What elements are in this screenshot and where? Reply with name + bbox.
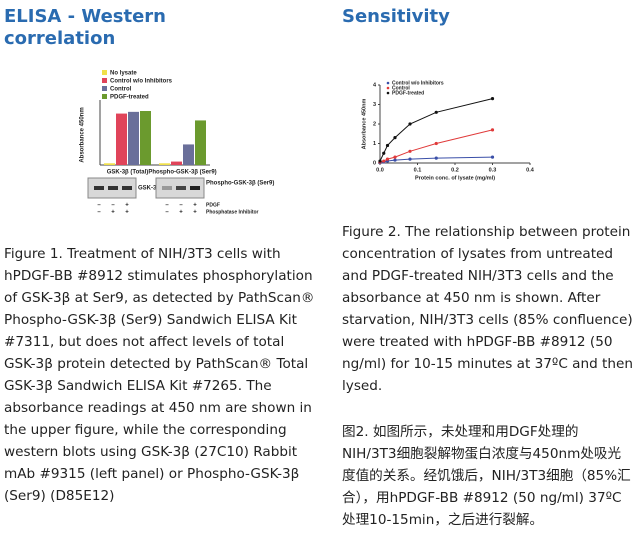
blot-sign: + xyxy=(179,210,183,216)
blot-row-label: Phosphatase Inhibitor xyxy=(206,209,259,215)
x-tick-label: 0.3 xyxy=(489,167,497,173)
blot-sign: + xyxy=(125,210,129,216)
bar xyxy=(140,111,151,165)
point xyxy=(393,155,397,159)
band xyxy=(122,186,132,190)
blot-sign: – xyxy=(179,203,183,209)
y-tick-label: 2 xyxy=(373,121,376,127)
point xyxy=(393,136,397,140)
band xyxy=(190,186,200,190)
legend-swatch xyxy=(102,94,107,99)
bar xyxy=(116,113,127,165)
point xyxy=(490,155,495,159)
blot-sign: – xyxy=(165,203,169,209)
band xyxy=(176,186,186,190)
band xyxy=(108,186,118,190)
point xyxy=(382,151,386,155)
point xyxy=(408,122,412,126)
blot-sign: + xyxy=(125,203,129,209)
sensitivity-chart: 0.0 0.1 0.2 0.3 0.4 0 1 2 3 4 Protein conc. of lys… xyxy=(361,80,535,181)
legend-marker xyxy=(386,81,390,85)
blot-sign: + xyxy=(193,203,197,209)
bar xyxy=(104,163,115,165)
blot-label: GSK-3β xyxy=(138,186,160,192)
bar xyxy=(183,144,194,165)
point xyxy=(393,158,397,162)
legend-marker xyxy=(386,91,390,95)
x-tick-label: Phospho-GSK-3β (Ser9) xyxy=(148,170,216,176)
legend-label: Control w/o Inhibitors xyxy=(110,79,173,85)
line xyxy=(379,98,493,162)
x-tick-label: 0.1 xyxy=(414,167,422,173)
y-tick-label: 4 xyxy=(373,82,377,88)
right-caption-cn: 图2. 如图所示，未处理和用DGF处理的NIH/3T3细胞裂解物蛋白浓度与450… xyxy=(342,424,631,528)
legend-swatch xyxy=(102,78,107,83)
y-axis-label: Absorbance 450nm xyxy=(80,107,86,162)
blot-sign: + xyxy=(193,210,197,216)
legend-label: Control w/o Inhibitors xyxy=(392,80,444,86)
x-tick-label: 0.4 xyxy=(526,167,535,173)
left-caption: Figure 1. Treatment of NIH/3T3 cells wit… xyxy=(4,246,315,504)
point xyxy=(490,128,495,132)
blot-sign: – xyxy=(111,203,115,209)
blot-label: Phospho-GSK-3β (Ser9) xyxy=(206,181,274,187)
point xyxy=(385,143,390,148)
x-tick-label: 0.0 xyxy=(376,167,384,173)
point xyxy=(434,110,438,114)
y-axis-label: Absorbance 450nm xyxy=(361,99,367,150)
x-tick-label: GSK-3β (Total) xyxy=(107,170,149,176)
blot-sign: + xyxy=(111,210,115,216)
legend-label: PDGF-treated xyxy=(110,95,149,101)
blot-sign: – xyxy=(97,210,101,216)
legend-marker xyxy=(386,86,390,90)
bar xyxy=(128,111,139,165)
x-axis-label: Protein conc. of lysate (mg/ml) xyxy=(415,175,495,181)
legend-label: Control xyxy=(392,85,410,91)
right-title: Sensitivity xyxy=(342,6,450,27)
legend-swatch xyxy=(102,86,107,91)
y-tick-label: 1 xyxy=(373,141,376,147)
point xyxy=(434,141,438,146)
legend-swatch xyxy=(102,70,107,75)
point xyxy=(378,159,382,163)
legend-label: PDGF-treated xyxy=(392,90,424,96)
y-tick-label: 3 xyxy=(373,102,376,108)
point xyxy=(385,157,390,161)
point xyxy=(408,157,412,161)
legend-label: No lysate xyxy=(110,71,137,77)
bar xyxy=(159,163,170,165)
bar xyxy=(171,161,182,165)
point xyxy=(382,159,386,163)
point xyxy=(490,97,495,101)
blot-sign: – xyxy=(97,203,101,209)
x-tick-label: 0.2 xyxy=(451,167,459,173)
elisa-chart: No lysate Control w/o Inhibitors Control PD… xyxy=(80,70,274,216)
y-tick-label: 0 xyxy=(373,160,376,166)
band xyxy=(94,186,104,190)
blot-row-label: PDGF xyxy=(206,202,220,208)
band xyxy=(162,186,172,190)
point xyxy=(434,156,438,160)
point xyxy=(408,149,412,153)
legend-label: Control xyxy=(110,87,132,93)
bar xyxy=(195,120,206,165)
blot-sign: – xyxy=(165,210,169,216)
left-title: ELISA - Western correlation xyxy=(4,6,166,49)
right-caption: Figure 2. The relationship between prote… xyxy=(342,224,633,394)
